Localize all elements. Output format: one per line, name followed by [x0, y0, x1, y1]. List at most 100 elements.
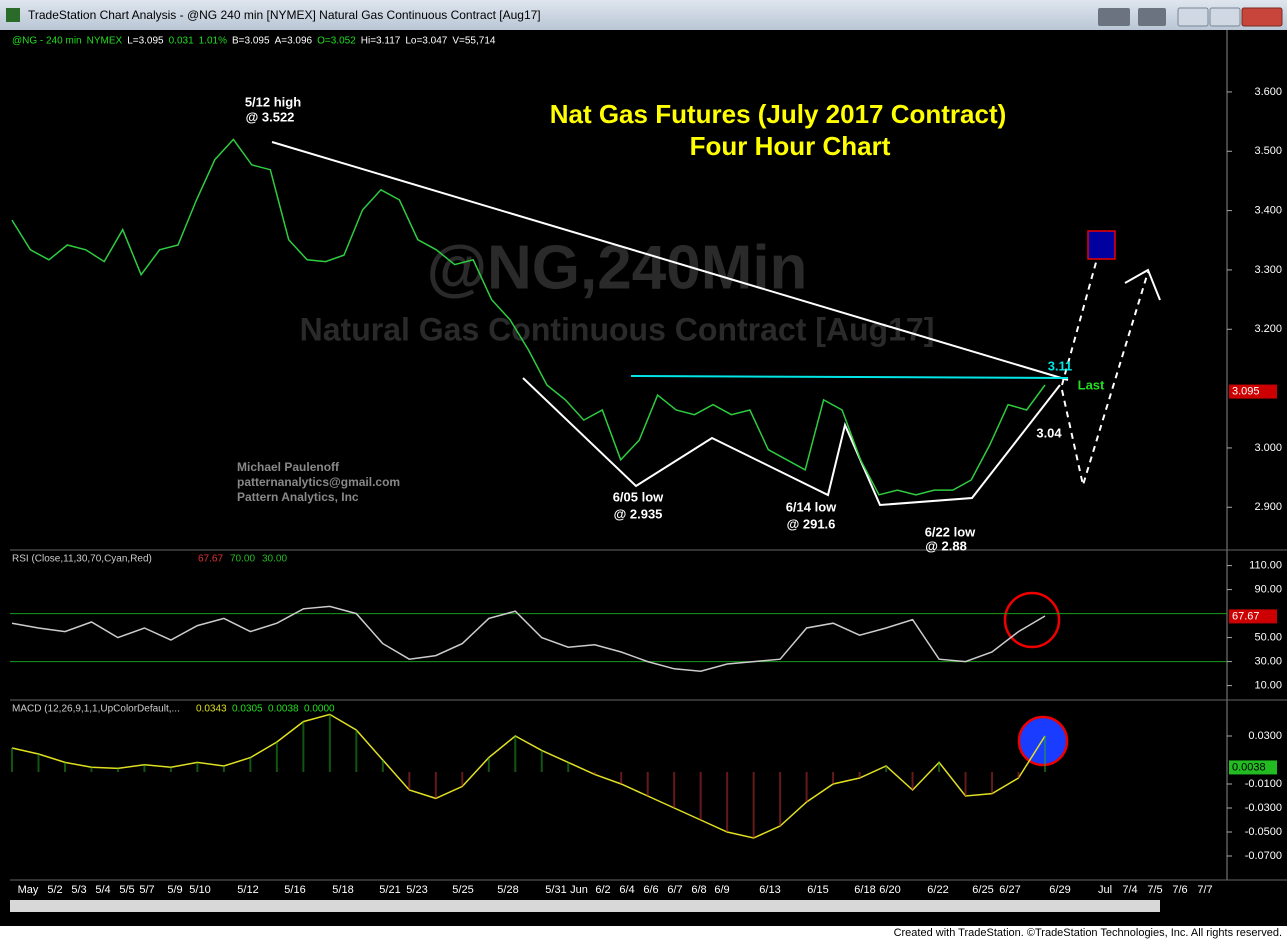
annotation: 6/05 low	[613, 489, 664, 504]
last-value-box	[1229, 384, 1277, 399]
info-item: B=3.095	[232, 36, 270, 47]
y-tick-label: 3.200	[1254, 323, 1282, 335]
footer-bar	[0, 926, 1287, 939]
macd-legend: 0.0343	[196, 704, 227, 715]
x-tick-label: 5/12	[237, 884, 258, 896]
y-tick-label: 3.300	[1254, 264, 1282, 276]
info-item: L=3.095	[127, 36, 164, 47]
y-tick-label: 3.600	[1254, 86, 1282, 98]
last-value-box	[1229, 609, 1277, 624]
annotation: 6/22 low	[925, 524, 976, 539]
x-tick-label: 6/6	[643, 884, 658, 896]
x-tick-label: 6/13	[759, 884, 780, 896]
drawings	[271, 141, 1161, 507]
info-item: NYMEX	[87, 36, 123, 47]
x-tick-label: 5/7	[139, 884, 154, 896]
close-button[interactable]	[1241, 7, 1283, 27]
price_chart-line	[11, 138, 1046, 496]
x-tick-label: 5/4	[95, 884, 110, 896]
y-tick-label: 3.400	[1254, 205, 1282, 217]
info-item: V=55,714	[452, 36, 496, 47]
x-tick-label: 6/9	[714, 884, 729, 896]
info-item: O=3.052	[317, 36, 356, 47]
x-tick-label: Jul	[1098, 884, 1112, 896]
x-tick-label: 5/3	[71, 884, 86, 896]
last-value-box	[1229, 760, 1277, 775]
maximize-button[interactable]	[1209, 7, 1241, 27]
y-tick-label: 0.0300	[1248, 730, 1282, 742]
watermark: @NG,240Min	[427, 233, 808, 302]
rsi-label: RSI (Close,11,30,70,Cyan,Red)	[12, 554, 152, 565]
x-tick-label: 7/5	[1147, 884, 1162, 896]
x-tick-label: 5/2	[47, 884, 62, 896]
last-value: 67.67	[1232, 610, 1260, 622]
x-tick-label: 5/31	[545, 884, 566, 896]
x-tick-label: 6/4	[619, 884, 634, 896]
annotation: @ 2.88	[925, 538, 967, 553]
annotation: 3.11	[1048, 358, 1073, 373]
info-item: A=3.096	[275, 36, 313, 47]
y-tick-label: -0.0700	[1245, 850, 1282, 862]
x-tick-label: 5/10	[189, 884, 210, 896]
chart-title: Nat Gas Futures (July 2017 Contract)	[550, 99, 1007, 129]
annotation: @ 2.935	[614, 506, 663, 521]
x-tick-label: 6/18	[854, 884, 875, 896]
app-icon	[6, 8, 20, 22]
annotation: @ 291.6	[787, 516, 836, 531]
projection	[1061, 271, 1149, 489]
macd-legend: 0.0000	[304, 704, 335, 715]
title-bar	[0, 0, 1287, 30]
pattern-line	[522, 377, 1061, 507]
x-tick-label: 6/25	[972, 884, 993, 896]
x-tick-label: 5/5	[119, 884, 134, 896]
y-tick-label: 3.000	[1254, 442, 1282, 454]
info-item: Hi=3.117	[361, 36, 401, 47]
x-tick-label: 6/22	[927, 884, 948, 896]
annotation: Last	[1078, 377, 1105, 392]
rsi-legend: 30.00	[262, 554, 287, 565]
y-tick-label: 90.00	[1254, 584, 1282, 596]
y-tick-label: -0.0500	[1245, 826, 1282, 838]
rsi-legend: 67.67	[198, 554, 223, 565]
x-tick-label: 5/9	[167, 884, 182, 896]
author: Michael Paulenoff	[237, 460, 340, 474]
annotation: 3.04	[1036, 425, 1062, 440]
x-tick-label: Jun	[570, 884, 588, 896]
annotation: 6/14 low	[786, 499, 837, 514]
x-tick-label: 6/2	[595, 884, 610, 896]
target-box	[1087, 230, 1116, 260]
minimize-button[interactable]	[1177, 7, 1209, 27]
author: patternanalytics@gmail.com	[237, 475, 400, 489]
y-tick-label: -0.0100	[1245, 778, 1282, 790]
chart-area	[0, 30, 1287, 926]
macd-line	[11, 713, 1046, 839]
info-item: 0.031	[169, 36, 194, 47]
style-button[interactable]	[1098, 8, 1130, 26]
x-tick-label: 6/8	[691, 884, 706, 896]
info-item: Lo=3.047	[405, 36, 447, 47]
rsi-line	[11, 605, 1046, 672]
x-tick-label: 5/16	[284, 884, 305, 896]
watermark-sub: Natural Gas Continuous Contract [Aug17]	[300, 311, 935, 347]
y-tick-label: 3.500	[1254, 145, 1282, 157]
y-tick-label: 110.00	[1249, 560, 1282, 572]
window-title: TradeStation Chart Analysis - @NG 240 mi…	[28, 8, 541, 22]
projection	[1124, 268, 1161, 301]
last-value: 0.0038	[1232, 761, 1266, 773]
projection	[1061, 247, 1101, 386]
scrollbar[interactable]	[10, 900, 1160, 912]
x-tick-label: 5/18	[332, 884, 353, 896]
x-tick-label: May	[18, 884, 39, 896]
x-tick-label: 7/6	[1172, 884, 1187, 896]
y-tick-label: 10.00	[1254, 680, 1282, 692]
x-tick-label: 6/15	[807, 884, 828, 896]
x-tick-label: 6/29	[1049, 884, 1070, 896]
x-tick-label: 5/23	[406, 884, 427, 896]
y-tick-label: 2.900	[1254, 501, 1282, 513]
y-tick-label: 50.00	[1254, 632, 1282, 644]
menu-button[interactable]	[1138, 8, 1166, 26]
author: Pattern Analytics, Inc	[237, 490, 359, 504]
x-tick-label: 6/20	[879, 884, 900, 896]
last-value: 3.095	[1232, 385, 1260, 397]
